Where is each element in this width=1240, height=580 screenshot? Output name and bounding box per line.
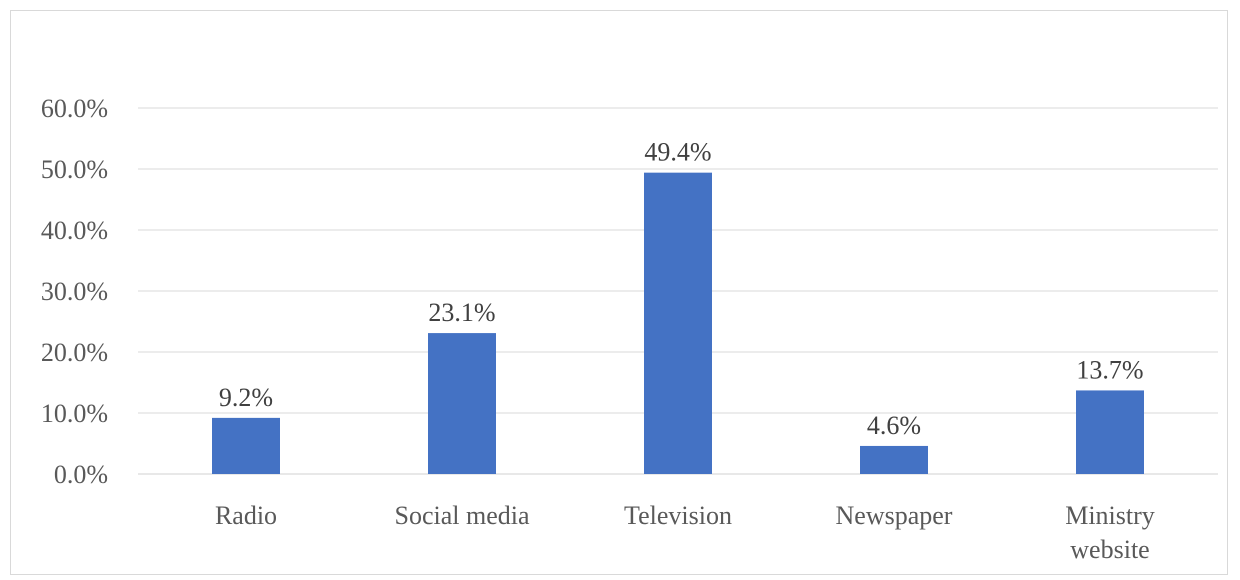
category-label: Newspaper (836, 501, 953, 530)
data-label: 49.4% (644, 138, 711, 167)
data-label: 23.1% (428, 298, 495, 327)
bars (212, 172, 1144, 474)
x-axis-category-labels: Radio Social media Television Newspaper Mini… (215, 501, 1155, 564)
category-label: Social media (394, 501, 529, 530)
data-labels: 9.2% 23.1% 49.4% 4.6% 13.7% (219, 138, 1144, 440)
chart-frame (10, 10, 1228, 575)
bar (860, 445, 928, 474)
y-tick-label: 30.0% (41, 277, 108, 306)
bar (644, 172, 712, 474)
data-label: 13.7% (1076, 355, 1143, 384)
bar (1076, 390, 1144, 474)
category-label: website (1070, 535, 1149, 564)
y-tick-label: 50.0% (41, 155, 108, 184)
y-tick-label: 20.0% (41, 338, 108, 367)
category-label: Television (624, 501, 732, 530)
y-axis-tick-labels: 0.0% 10.0% 20.0% 30.0% 40.0% 50.0% 60.0% (41, 94, 108, 489)
y-tick-label: 10.0% (41, 399, 108, 428)
bar (428, 333, 496, 474)
y-tick-label: 60.0% (41, 94, 108, 123)
data-label: 4.6% (867, 411, 921, 440)
category-label: Radio (215, 501, 277, 530)
category-label: Ministry (1065, 501, 1155, 530)
bar (212, 417, 280, 474)
y-tick-label: 40.0% (41, 216, 108, 245)
data-label: 9.2% (219, 383, 273, 412)
y-tick-label: 0.0% (54, 460, 108, 489)
